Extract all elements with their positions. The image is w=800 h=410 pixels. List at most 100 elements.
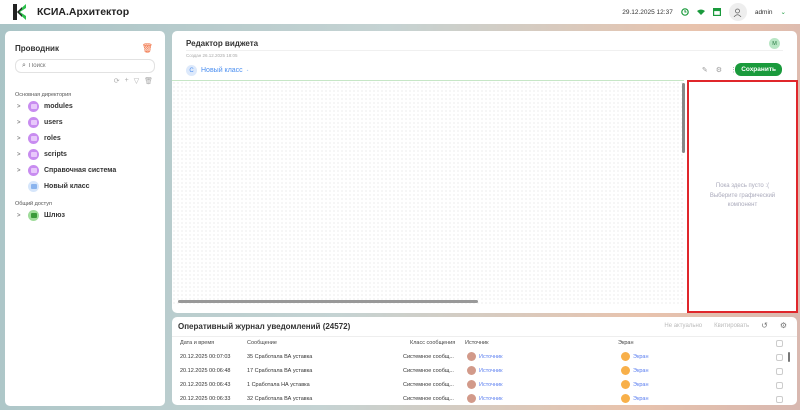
editor-canvas[interactable] bbox=[172, 80, 684, 306]
col-datetime[interactable]: Дата и время bbox=[180, 340, 215, 346]
tree-item-label: roles bbox=[44, 135, 61, 142]
user-avatar[interactable] bbox=[728, 3, 747, 21]
search-input[interactable] bbox=[28, 63, 139, 69]
folder-icon bbox=[28, 101, 39, 112]
save-button[interactable]: Сохранить bbox=[735, 63, 782, 76]
select-all-checkbox[interactable] bbox=[776, 340, 783, 347]
empty-hint: Выберите графический компонент bbox=[709, 192, 776, 209]
layout-icon[interactable] bbox=[712, 8, 721, 16]
wifi-icon[interactable] bbox=[696, 8, 705, 16]
trash-icon[interactable]: 🗑 bbox=[141, 43, 153, 53]
tree-item-roles[interactable]: > roles bbox=[17, 133, 61, 144]
chevron-right-icon[interactable]: > bbox=[17, 151, 21, 158]
horizontal-scrollbar[interactable] bbox=[178, 300, 478, 303]
vertical-scrollbar[interactable] bbox=[682, 83, 685, 153]
class-letter-icon: С bbox=[186, 65, 197, 76]
section-main-label: Основная директория bbox=[15, 92, 72, 98]
row-checkbox[interactable] bbox=[776, 382, 783, 389]
screen-link[interactable]: Экран bbox=[633, 367, 649, 374]
app-logo bbox=[13, 4, 26, 20]
empty-message: Пока здесь пусто :( bbox=[715, 183, 770, 190]
tree-item-label: modules bbox=[44, 103, 73, 110]
row-message: 17 Сработала ВА уставка bbox=[247, 368, 313, 374]
chevron-right-icon[interactable]: > bbox=[17, 135, 21, 142]
acknowledge-button[interactable]: Квитировать bbox=[714, 322, 750, 329]
source-link[interactable]: Источник bbox=[479, 353, 503, 360]
row-screen[interactable]: Экран bbox=[621, 380, 649, 389]
row-screen[interactable]: Экран bbox=[621, 352, 649, 361]
row-message: 35 Сработала ВА уставка bbox=[247, 354, 313, 360]
row-message: 1 Сработала НА уставка bbox=[247, 382, 310, 388]
screen-link[interactable]: Экран bbox=[633, 395, 649, 402]
source-link[interactable]: Источник bbox=[479, 381, 503, 388]
row-class: Системное сообщ... bbox=[403, 354, 454, 360]
screen-icon bbox=[621, 352, 630, 361]
edit-icon[interactable]: ✎ bbox=[701, 67, 708, 74]
row-class: Системное сообщ... bbox=[403, 368, 454, 374]
col-source[interactable]: Источник bbox=[465, 340, 489, 346]
tree-item-new-class[interactable]: Новый класс bbox=[17, 181, 90, 192]
not-actual-button[interactable]: Не актуально bbox=[664, 322, 703, 329]
properties-panel: Пока здесь пусто :( Выберите графический… bbox=[687, 80, 798, 313]
col-screen[interactable]: Экран bbox=[618, 340, 634, 346]
row-source[interactable]: Источник bbox=[467, 380, 502, 389]
row-time: 20.12.2025 00:07:03 bbox=[180, 354, 231, 360]
source-link[interactable]: Источник bbox=[479, 395, 503, 402]
app-title: КСИА.Архитектор bbox=[37, 6, 130, 18]
tree-item-label: users bbox=[44, 119, 63, 126]
settings-icon[interactable]: ⚙ bbox=[715, 67, 722, 74]
search-box[interactable]: ⌕ bbox=[15, 59, 155, 73]
source-link[interactable]: Источник bbox=[479, 367, 503, 374]
tree-item-help-system[interactable]: > Справочная система bbox=[17, 165, 116, 176]
chevron-down-icon[interactable]: ⌄ bbox=[780, 9, 786, 16]
more-icon[interactable]: ⋮ bbox=[730, 67, 737, 74]
user-badge[interactable]: M bbox=[769, 38, 780, 49]
editor-title: Редактор виджета bbox=[186, 39, 259, 48]
row-checkbox[interactable] bbox=[776, 396, 783, 403]
refresh-icon[interactable]: ⟳ bbox=[113, 78, 120, 85]
user-name[interactable]: admin bbox=[754, 8, 773, 16]
row-message: 32 Сработала ВА уставка bbox=[247, 396, 313, 402]
section-shared-label: Общий доступ bbox=[15, 201, 52, 207]
history-icon[interactable]: ↺ bbox=[761, 321, 768, 330]
row-source[interactable]: Источник bbox=[467, 394, 502, 403]
row-time: 20.12.2025 00:06:43 bbox=[180, 382, 231, 388]
add-icon[interactable]: + bbox=[124, 77, 129, 84]
class-chip[interactable]: С Новый класс ◦ bbox=[186, 65, 248, 76]
clock-icon[interactable] bbox=[681, 8, 689, 16]
settings-icon[interactable]: ⚙ bbox=[779, 321, 787, 330]
tree-item-label: Справочная система bbox=[44, 167, 117, 174]
chevron-right-icon[interactable]: > bbox=[17, 119, 21, 126]
chevron-right-icon[interactable]: > bbox=[17, 212, 21, 219]
tree-item-label: Новый класс bbox=[44, 183, 90, 190]
delete-icon[interactable]: 🗑 bbox=[144, 78, 153, 85]
tree-item-scripts[interactable]: > scripts bbox=[17, 149, 67, 160]
source-icon bbox=[467, 366, 476, 375]
row-screen[interactable]: Экран bbox=[621, 394, 649, 403]
created-date: Создан 26.12.2025 18:05 bbox=[186, 53, 238, 58]
tree-item-label: scripts bbox=[44, 151, 67, 158]
tree-item-gateway[interactable]: > Шлюз bbox=[17, 210, 65, 221]
col-message[interactable]: Сообщение bbox=[247, 340, 277, 346]
screen-icon bbox=[621, 380, 630, 389]
row-source[interactable]: Источник bbox=[467, 366, 502, 375]
row-source[interactable]: Источник bbox=[467, 352, 502, 361]
col-class[interactable]: Класс сообщения bbox=[410, 340, 456, 346]
tree-item-modules[interactable]: > modules bbox=[17, 101, 73, 112]
row-checkbox[interactable] bbox=[776, 354, 783, 361]
row-screen[interactable]: Экран bbox=[621, 366, 649, 375]
user-icon bbox=[734, 8, 742, 17]
chevron-right-icon[interactable]: > bbox=[17, 167, 21, 174]
chevron-right-icon[interactable]: > bbox=[17, 103, 21, 110]
journal-scrollbar[interactable] bbox=[788, 352, 790, 362]
class-icon bbox=[28, 181, 39, 192]
info-icon[interactable]: ◦ bbox=[246, 67, 249, 74]
widget-editor: Редактор виджета Создан 26.12.2025 18:05… bbox=[172, 31, 797, 313]
row-checkbox[interactable] bbox=[776, 368, 783, 375]
screen-link[interactable]: Экран bbox=[633, 381, 649, 388]
source-icon bbox=[467, 394, 476, 403]
screen-icon bbox=[621, 366, 630, 375]
filter-icon[interactable]: ▽ bbox=[133, 78, 140, 85]
tree-item-users[interactable]: > users bbox=[17, 117, 63, 128]
screen-link[interactable]: Экран bbox=[633, 353, 649, 360]
